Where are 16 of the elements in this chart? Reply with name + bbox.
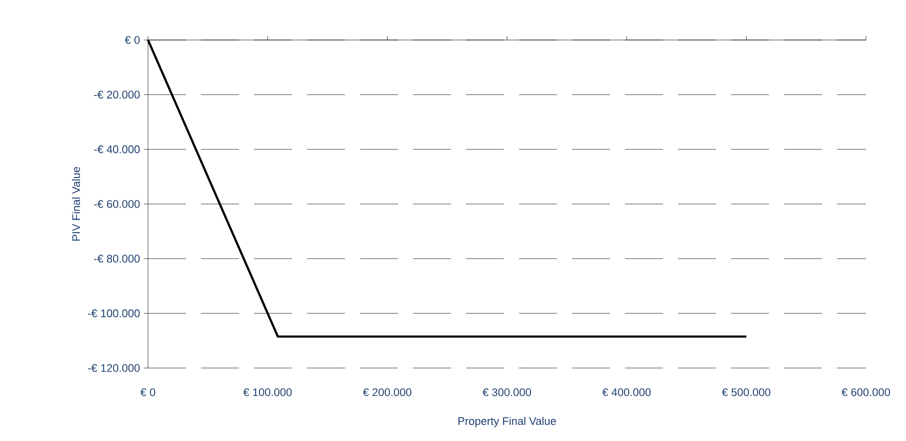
y-tick-label: -€ 120.000 bbox=[88, 364, 140, 372]
y-tick-label: -€ 20.000 bbox=[94, 90, 140, 99]
y-tick-label: -€ 80.000 bbox=[94, 254, 140, 263]
x-tick-label: € 0 bbox=[140, 388, 156, 396]
x-tick-label: € 400.000 bbox=[602, 388, 651, 396]
x-tick-label: € 300.000 bbox=[482, 388, 532, 396]
y-tick-label: -€ 60.000 bbox=[94, 200, 140, 208]
x-tick-label: € 600.000 bbox=[842, 388, 890, 396]
y-tick-label: € 0 bbox=[124, 36, 140, 44]
y-tick-label: -€ 100.000 bbox=[88, 309, 140, 318]
y-axis-title: PIV Final Value bbox=[72, 166, 80, 241]
x-tick-label: € 100.000 bbox=[243, 388, 292, 396]
x-axis-title: Property Final Value bbox=[458, 416, 556, 428]
x-tick-label: € 500.000 bbox=[722, 388, 770, 396]
x-tick-label: € 200.000 bbox=[362, 388, 412, 396]
y-tick-label: -€ 40.000 bbox=[94, 145, 140, 154]
